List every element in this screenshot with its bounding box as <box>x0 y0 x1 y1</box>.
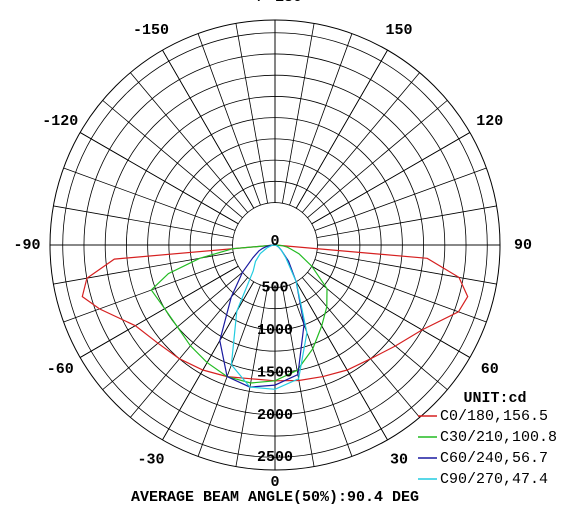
angle-label: 60 <box>481 361 499 378</box>
spoke <box>162 281 255 441</box>
spoke <box>311 132 471 225</box>
minor-spoke <box>281 23 315 204</box>
minor-spoke <box>289 284 353 457</box>
r-tick-label: 0 <box>270 233 279 250</box>
minor-spoke <box>197 33 261 206</box>
minor-spoke <box>235 23 269 204</box>
r-tick-label: 2000 <box>257 407 293 424</box>
legend-label: C60/240,56.7 <box>440 450 548 467</box>
minor-spoke <box>314 167 487 231</box>
minor-spoke <box>301 72 420 213</box>
angle-label: 30 <box>390 452 408 469</box>
r-tick-label: 500 <box>261 279 288 296</box>
minor-spoke <box>301 277 420 418</box>
angle-label: -150 <box>133 22 169 39</box>
minor-spoke <box>63 259 236 323</box>
series-line <box>150 244 328 384</box>
r-tick-label: 1500 <box>257 364 293 381</box>
angle-label: -30 <box>137 452 164 469</box>
legend-label: C90/270,47.4 <box>440 471 548 488</box>
minor-spoke <box>316 205 497 239</box>
spoke <box>311 265 471 358</box>
footer: AVERAGE BEAM ANGLE(50%):90.4 DEG <box>131 489 419 506</box>
minor-spoke <box>316 251 497 285</box>
minor-spoke <box>307 271 448 390</box>
spoke <box>79 265 239 358</box>
minor-spoke <box>197 284 261 457</box>
angle-label: 0 <box>270 474 279 491</box>
angle-label: 90 <box>514 237 532 254</box>
minor-spoke <box>102 100 243 219</box>
minor-spoke <box>63 167 236 231</box>
r-tick-label: 2500 <box>257 449 293 466</box>
minor-spoke <box>102 271 243 390</box>
spoke <box>162 49 255 209</box>
spoke <box>295 49 388 209</box>
angle-label: -90 <box>13 237 40 254</box>
minor-spoke <box>130 277 249 418</box>
angle-label: -60 <box>47 361 74 378</box>
unit-label: UNIT:cd <box>463 390 526 407</box>
angle-label: -120 <box>42 113 78 130</box>
legend-label: C0/180,156.5 <box>440 408 548 425</box>
minor-spoke <box>307 100 448 219</box>
legend-label: C30/210,100.8 <box>440 429 557 446</box>
minor-spoke <box>289 33 353 206</box>
r-tick-label: 1000 <box>257 322 293 339</box>
angle-label: 150 <box>385 22 412 39</box>
minor-spoke <box>235 286 269 467</box>
spoke <box>295 281 388 441</box>
spoke <box>79 132 239 225</box>
angle-label: 120 <box>476 113 503 130</box>
minor-spoke <box>281 286 315 467</box>
minor-spoke <box>130 72 249 213</box>
angle-label: -/+180 <box>248 0 302 6</box>
minor-spoke <box>53 205 234 239</box>
series-line <box>230 244 308 390</box>
